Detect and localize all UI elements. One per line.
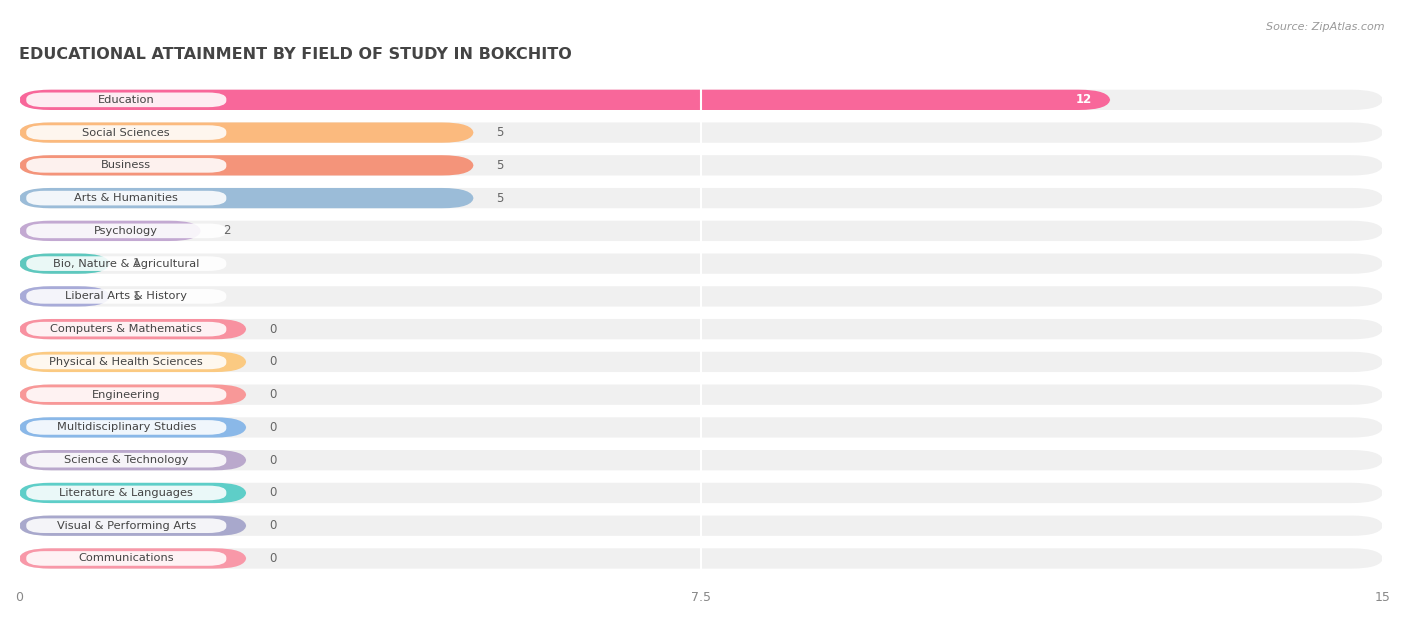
FancyBboxPatch shape [20, 253, 110, 274]
FancyBboxPatch shape [27, 387, 226, 402]
Text: 0: 0 [269, 421, 277, 434]
Text: Communications: Communications [79, 554, 174, 564]
FancyBboxPatch shape [20, 286, 110, 307]
FancyBboxPatch shape [27, 551, 226, 566]
FancyBboxPatch shape [20, 352, 1384, 372]
Text: Psychology: Psychology [94, 226, 159, 236]
FancyBboxPatch shape [20, 90, 1384, 110]
FancyBboxPatch shape [20, 90, 1111, 110]
Text: Science & Technology: Science & Technology [65, 455, 188, 465]
FancyBboxPatch shape [27, 355, 226, 369]
Text: Computers & Mathematics: Computers & Mathematics [51, 324, 202, 334]
FancyBboxPatch shape [27, 158, 226, 173]
Text: Bio, Nature & Agricultural: Bio, Nature & Agricultural [53, 258, 200, 269]
Text: 0: 0 [269, 454, 277, 466]
Text: 0: 0 [269, 520, 277, 532]
FancyBboxPatch shape [20, 319, 1384, 339]
FancyBboxPatch shape [20, 155, 1384, 176]
FancyBboxPatch shape [20, 483, 246, 503]
FancyBboxPatch shape [20, 384, 246, 405]
FancyBboxPatch shape [20, 221, 201, 241]
FancyBboxPatch shape [20, 549, 246, 569]
Text: EDUCATIONAL ATTAINMENT BY FIELD OF STUDY IN BOKCHITO: EDUCATIONAL ATTAINMENT BY FIELD OF STUDY… [20, 47, 572, 61]
FancyBboxPatch shape [20, 319, 246, 339]
FancyBboxPatch shape [20, 221, 1384, 241]
FancyBboxPatch shape [20, 384, 1384, 405]
FancyBboxPatch shape [20, 188, 1384, 209]
FancyBboxPatch shape [20, 516, 246, 536]
Text: 1: 1 [132, 290, 141, 303]
FancyBboxPatch shape [20, 450, 246, 470]
FancyBboxPatch shape [27, 485, 226, 501]
Text: Liberal Arts & History: Liberal Arts & History [65, 291, 187, 301]
Text: Physical & Health Sciences: Physical & Health Sciences [49, 357, 204, 367]
FancyBboxPatch shape [20, 155, 474, 176]
FancyBboxPatch shape [20, 483, 1384, 503]
FancyBboxPatch shape [20, 417, 1384, 437]
Text: 5: 5 [496, 126, 503, 139]
FancyBboxPatch shape [20, 516, 1384, 536]
Text: Social Sciences: Social Sciences [83, 128, 170, 138]
FancyBboxPatch shape [27, 518, 226, 533]
Text: Multidisciplinary Studies: Multidisciplinary Studies [56, 422, 195, 432]
Text: 2: 2 [224, 224, 231, 238]
Text: Engineering: Engineering [91, 390, 160, 399]
Text: 0: 0 [269, 355, 277, 368]
FancyBboxPatch shape [20, 253, 1384, 274]
Text: Business: Business [101, 161, 152, 171]
FancyBboxPatch shape [20, 352, 246, 372]
FancyBboxPatch shape [27, 125, 226, 140]
FancyBboxPatch shape [20, 549, 1384, 569]
FancyBboxPatch shape [27, 257, 226, 271]
FancyBboxPatch shape [27, 224, 226, 238]
Text: 12: 12 [1076, 94, 1092, 106]
FancyBboxPatch shape [20, 123, 1384, 143]
Text: Literature & Languages: Literature & Languages [59, 488, 193, 498]
Text: 5: 5 [496, 191, 503, 205]
FancyBboxPatch shape [27, 289, 226, 304]
FancyBboxPatch shape [20, 417, 246, 437]
Text: Arts & Humanities: Arts & Humanities [75, 193, 179, 203]
Text: 5: 5 [496, 159, 503, 172]
Text: Visual & Performing Arts: Visual & Performing Arts [56, 521, 195, 531]
Text: 0: 0 [269, 552, 277, 565]
FancyBboxPatch shape [27, 420, 226, 435]
Text: Education: Education [98, 95, 155, 105]
Text: 0: 0 [269, 487, 277, 499]
Text: 0: 0 [269, 323, 277, 336]
FancyBboxPatch shape [27, 92, 226, 107]
Text: 1: 1 [132, 257, 141, 270]
FancyBboxPatch shape [27, 453, 226, 468]
FancyBboxPatch shape [20, 188, 474, 209]
Text: Source: ZipAtlas.com: Source: ZipAtlas.com [1267, 22, 1385, 32]
FancyBboxPatch shape [20, 123, 474, 143]
Text: 0: 0 [269, 388, 277, 401]
FancyBboxPatch shape [20, 286, 1384, 307]
FancyBboxPatch shape [27, 322, 226, 336]
FancyBboxPatch shape [20, 450, 1384, 470]
FancyBboxPatch shape [27, 191, 226, 205]
